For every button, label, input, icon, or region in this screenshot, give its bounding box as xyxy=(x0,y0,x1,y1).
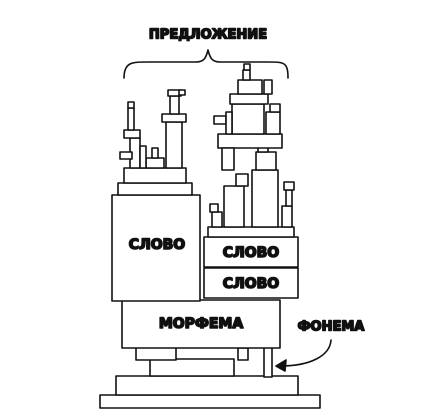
right-tower xyxy=(207,63,295,238)
left-tower xyxy=(117,89,193,196)
base-peg xyxy=(237,347,249,361)
base-block-middle xyxy=(115,375,299,396)
word-label-right-top: СЛОВО xyxy=(223,245,279,261)
base-blocks xyxy=(99,346,321,409)
base-block-small xyxy=(135,346,177,361)
phoneme-arrow xyxy=(279,339,332,367)
sentence-brace xyxy=(123,49,289,79)
word-label-left: СЛОВО xyxy=(129,237,185,253)
word-block-right-bottom xyxy=(203,267,299,299)
sentence-label: ПРЕДЛОЖЕНИЕ xyxy=(149,28,267,43)
word-label-right-bottom: СЛОВО xyxy=(223,276,279,292)
phoneme-arrowhead xyxy=(275,359,287,372)
morpheme-block xyxy=(121,299,281,349)
phoneme-post xyxy=(263,346,273,378)
morpheme-label: МОРФЕМА xyxy=(159,316,243,332)
base-block-bottom xyxy=(99,394,321,409)
phoneme-label: ФОНЕМА xyxy=(298,320,365,335)
base-block-top xyxy=(149,358,235,377)
word-block-left xyxy=(111,194,201,302)
